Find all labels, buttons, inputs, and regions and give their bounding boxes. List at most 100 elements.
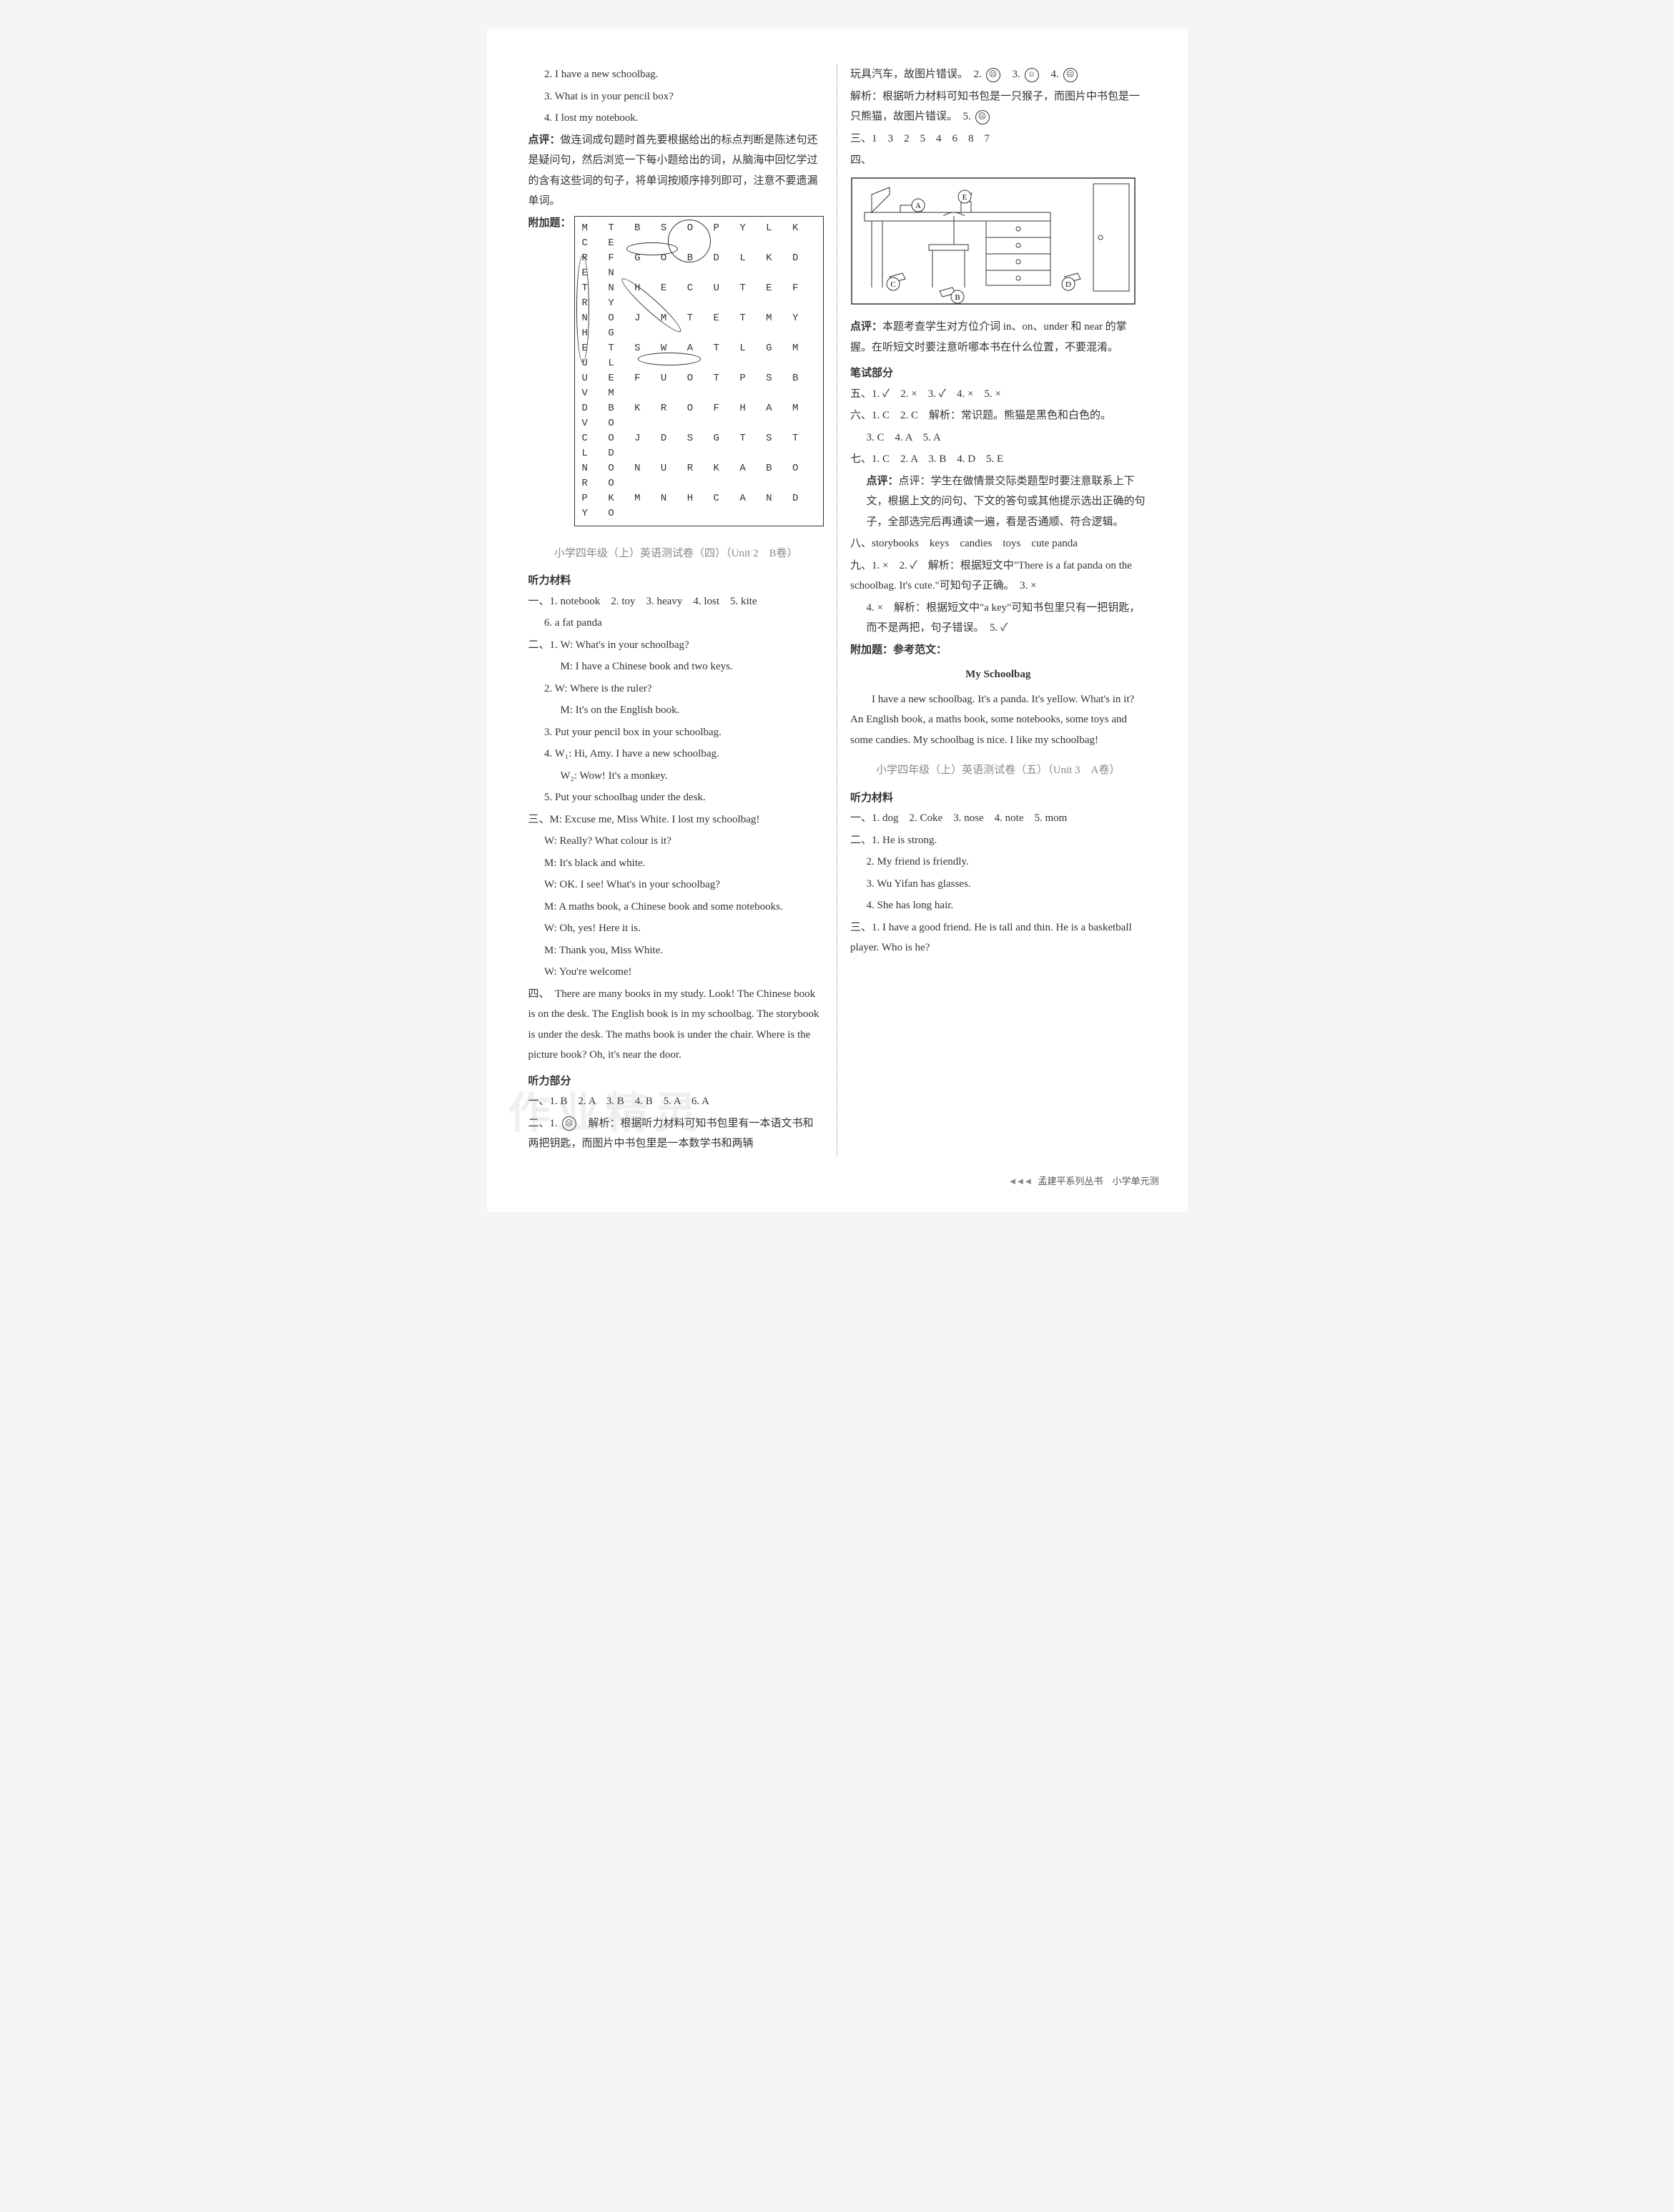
desk-illustration: A B C D E — [850, 177, 1136, 305]
comment-block: 点评：做连词成句题时首先要根据给出的标点判断是陈述句还是疑问句，然后浏览一下每小… — [528, 130, 824, 212]
sad-face-icon: ☹ — [1063, 68, 1078, 82]
dialogue-line: M: Excuse me, Miss White. I lost my scho… — [550, 814, 760, 825]
comment-text: 点评：点评：学生在做情景交际类题型时要注意联系上下文，根据上文的问句、下文的答句… — [850, 471, 1146, 533]
dialogue-line: W: OK. I see! What's in your schoolbag? — [528, 875, 824, 895]
section-number: 二、 — [528, 1118, 550, 1129]
section-text: 6. a fat panda — [528, 613, 824, 634]
section-row: 一、1. notebook 2. toy 3. heavy 4. lost 5.… — [528, 591, 824, 612]
answers-text: storybooks keys candies toys cute panda — [872, 538, 1078, 549]
two-column-layout: 2. I have a new schoolbag. 3. What is in… — [516, 64, 1159, 1156]
footer-text: 孟建平系列丛书 小学单元测 — [1038, 1176, 1158, 1186]
list-item: 2. I have a new schoolbag. — [528, 64, 824, 85]
section-number: 三、 — [528, 814, 550, 825]
arrow-icon: ◄◄◄ — [1008, 1176, 1032, 1186]
dialogue-line: W: Oh, yes! Here it is. — [528, 918, 824, 939]
section-row: 二、1. He is strong. — [850, 830, 1146, 851]
dialogue-line: M: It's black and white. — [528, 853, 824, 874]
section-text: 1. notebook 2. toy 3. heavy 4. lost 5. k… — [550, 596, 757, 607]
dialogue-line: 4. W₁: Hi, Amy. I have a new schoolbag. — [528, 744, 824, 765]
answer-prefix: 1. — [550, 1118, 561, 1129]
listening-part-label: 听力部分 — [528, 1071, 824, 1092]
dialogue-line: 2. W: Where is the ruler? — [528, 679, 824, 699]
page: 作业精灵 2. I have a new schoolbag. 3. What … — [487, 29, 1188, 1211]
comment-text: 本题考查学生对方位介词 in、on、under 和 near 的掌握。在听短文时… — [850, 321, 1127, 353]
grid-row: M T B S O P Y L K C E — [582, 221, 816, 251]
continuation-row: 玩具汽车，故图片错误。 2. ☹ 3. ☺ 4. ☹ — [850, 64, 1146, 85]
grid-row: N O J M T E T M Y H G — [582, 311, 816, 341]
bonus-label: 附加题： — [528, 213, 571, 234]
answer-row: 七、1. C 2. A 3. B 4. D 5. E — [850, 449, 1146, 470]
answers-text: 1. C 2. C 解析：常识题。熊猫是黑色和白色的。 — [872, 410, 1111, 421]
section-number: 一、 — [528, 1096, 550, 1107]
answers-text: 1. C 2. A 3. B 4. D 5. E — [872, 453, 1003, 465]
answer-row: 八、storybooks keys candies toys cute pand… — [850, 534, 1146, 554]
list-item: 4. She has long hair. — [850, 895, 1146, 916]
answer-row: 一、1. dog 2. Coke 3. nose 4. note 5. mom — [850, 808, 1146, 829]
bonus-label: 附加题：参考范文： — [850, 640, 1146, 661]
dialogue-line: W: Really? What colour is it? — [528, 831, 824, 852]
answers-text: 1. dog 2. Coke 3. nose 4. note 5. mom — [872, 812, 1067, 824]
sad-face-icon: ☹ — [562, 1116, 576, 1131]
written-part-label: 笔试部分 — [850, 363, 1146, 384]
label-b: B — [955, 293, 960, 302]
answers-text: 1. B 2. A 3. B 4. B 5. A 6. A — [550, 1096, 709, 1107]
section-row: 四、 — [850, 150, 1146, 171]
section-number: 一、 — [528, 596, 550, 607]
listening-material-label: 听力材料 — [850, 788, 1146, 809]
answers-text: 4. × 解析：根据短文中"a key"可知书包里只有一把钥匙，而不是两把，句子… — [850, 598, 1146, 639]
section-row: 二、1. W: What's in your schoolbag? — [528, 635, 824, 656]
grid-row: T N H E C U T E F R Y — [582, 281, 816, 311]
section-number: 四、 — [850, 154, 872, 166]
comment-label: 点评： — [850, 321, 882, 333]
answer-row: 五、1. ✓ 2. × 3. ✓ 4. × 5. × — [850, 384, 1146, 405]
text-fragment: 玩具汽车，故图片错误。 2. — [850, 69, 985, 80]
comment-block: 点评：本题考查学生对方位介词 in、on、under 和 near 的掌握。在听… — [850, 317, 1146, 358]
section-number: 六、 — [850, 410, 872, 421]
text-fragment: 3. — [1002, 69, 1023, 80]
listening-material-label: 听力材料 — [528, 571, 824, 591]
answers-text: 1. ✓ 2. × 3. ✓ 4. × 5. × — [872, 388, 1001, 400]
list-item: 3. What is in your pencil box? — [528, 87, 824, 107]
grid-row: D B K R O F H A M V O — [582, 401, 816, 431]
left-column: 2. I have a new schoolbag. 3. What is in… — [516, 64, 838, 1156]
explanation-text: 解析：根据听力材料可知书包是一只猴子，而图片中书包是一只熊猫，故图片错误。 5. — [850, 91, 1140, 123]
dialogue-line: M: A maths book, a Chinese book and some… — [528, 897, 824, 918]
answer-row: 六、1. C 2. C 解析：常识题。熊猫是黑色和白色的。 — [850, 405, 1146, 426]
section-number: 八、 — [850, 538, 872, 549]
answer-row: 二、1. ☹ 解析：根据听力材料可知书包里有一本语文书和两把钥匙，而图片中书包里… — [528, 1114, 824, 1154]
section-number: 七、 — [850, 453, 872, 465]
essay-body: I have a new schoolbag. It's a panda. It… — [850, 689, 1146, 751]
grid-row: C O J D S G T S T L D — [582, 431, 816, 461]
section-row: 四、 There are many books in my study. Loo… — [528, 984, 824, 1066]
test-title: 小学四年级（上）英语测试卷（四）（Unit 2 B卷） — [528, 544, 824, 564]
dialogue-line: W: You're welcome! — [528, 962, 824, 983]
list-item: 1. He is strong. — [872, 835, 937, 846]
dialogue-line: 1. W: What's in your schoolbag? — [550, 639, 689, 651]
section-row: 三、M: Excuse me, Miss White. I lost my sc… — [528, 810, 824, 830]
grid-row: E T S W A T L G M U L — [582, 341, 816, 371]
label-a: A — [915, 202, 921, 210]
happy-face-icon: ☺ — [1025, 68, 1039, 82]
answer-row: 一、1. B 2. A 3. B 4. B 5. A 6. A — [528, 1091, 824, 1112]
answers-text: 1. × 2. ✓ 解析：根据短文中"There is a fat panda … — [850, 560, 1132, 592]
grid-row: P K M N H C A N D Y O — [582, 491, 816, 521]
dialogue-line: 5. Put your schoolbag under the desk. — [528, 787, 824, 808]
dialogue-line: W₂: Wow! It's a monkey. — [528, 766, 824, 787]
section-number: 四、 — [528, 988, 545, 1000]
sad-face-icon: ☹ — [975, 110, 990, 124]
grid-row: R F G O B D L K D E N — [582, 251, 816, 281]
section-number: 五、 — [850, 388, 872, 400]
answers-text: 1 3 2 5 4 6 8 7 — [872, 133, 990, 144]
section-number: 一、 — [850, 812, 872, 824]
dialogue-line: M: Thank you, Miss White. — [528, 940, 824, 961]
paragraph-text: 1. I have a good friend. He is tall and … — [850, 922, 1132, 954]
list-item: 4. I lost my notebook. — [528, 108, 824, 129]
comment-label: 点评： — [528, 134, 561, 146]
right-column: 玩具汽车，故图片错误。 2. ☹ 3. ☺ 4. ☹ 解析：根据听力材料可知书包… — [837, 64, 1159, 1156]
section-number: 二、 — [528, 639, 550, 651]
word-search-grid: M T B S O P Y L K C E R F G O B D L K D … — [574, 216, 824, 526]
section-row: 三、1. I have a good friend. He is tall an… — [850, 918, 1146, 958]
test-title: 小学四年级（上）英语测试卷（五）（Unit 3 A卷） — [850, 760, 1146, 781]
answer-row: 三、1 3 2 5 4 6 8 7 — [850, 129, 1146, 149]
section-number: 九、 — [850, 560, 872, 571]
